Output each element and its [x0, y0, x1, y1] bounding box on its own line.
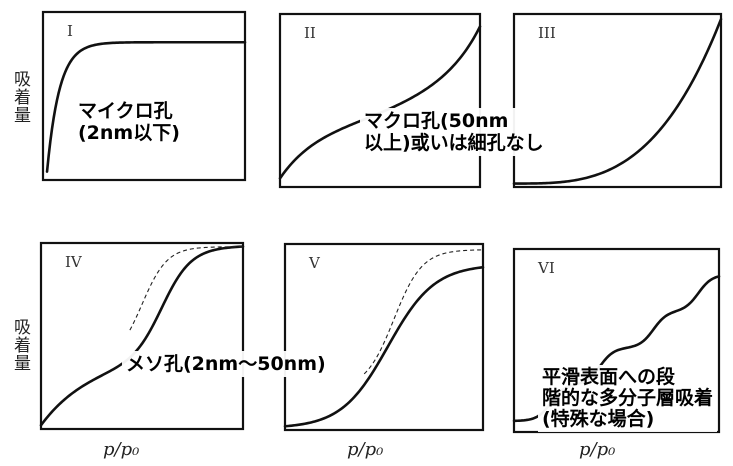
panel-iv: IV: [39, 241, 245, 431]
annotation-mesopore: メソ孔(2nm〜50nm): [122, 351, 330, 377]
panel-roman-label: III: [538, 24, 556, 42]
panel-frame: [278, 12, 482, 189]
isotherm-curve: [283, 265, 485, 428]
panel-roman-label: VI: [537, 259, 555, 277]
panel-frame: [512, 12, 723, 189]
isotherm-curve: [45, 40, 247, 173]
panel-frame: [283, 242, 485, 432]
panel-frame: [39, 241, 245, 431]
panel-ii: II: [278, 12, 482, 189]
panel-v: V: [283, 242, 485, 432]
x-axis-label-3: p/p₀: [579, 439, 616, 460]
panel-roman-label: IV: [65, 253, 83, 271]
panel-roman-label: I: [67, 22, 73, 40]
panel-roman-label: V: [308, 254, 321, 272]
y-axis-label-top: 吸着量: [10, 70, 30, 124]
panel-i: I: [41, 10, 247, 182]
annotation-macropore: マクロ孔(50nm 以上)或いは細孔なし: [360, 108, 548, 156]
x-axis-label-2: p/p₀: [347, 439, 384, 460]
desorption-curve: [129, 246, 243, 331]
panel-iii: III: [512, 12, 723, 189]
desorption-curve: [363, 249, 484, 375]
panel-roman-label: II: [304, 24, 316, 42]
panel-frame: [41, 10, 247, 182]
annotation-micropore: マイクロ孔 (2nm以下): [74, 98, 184, 146]
x-axis-label-1: p/p₀: [103, 439, 140, 460]
isotherm-curve: [39, 245, 245, 427]
isotherm-curve: [512, 17, 723, 185]
annotation-stepwise: 平滑表面への段 階的な多分子層吸着 (特殊な場合): [538, 365, 718, 432]
panel-frame: [512, 247, 721, 434]
y-axis-label-bottom: 吸着量: [10, 318, 30, 372]
